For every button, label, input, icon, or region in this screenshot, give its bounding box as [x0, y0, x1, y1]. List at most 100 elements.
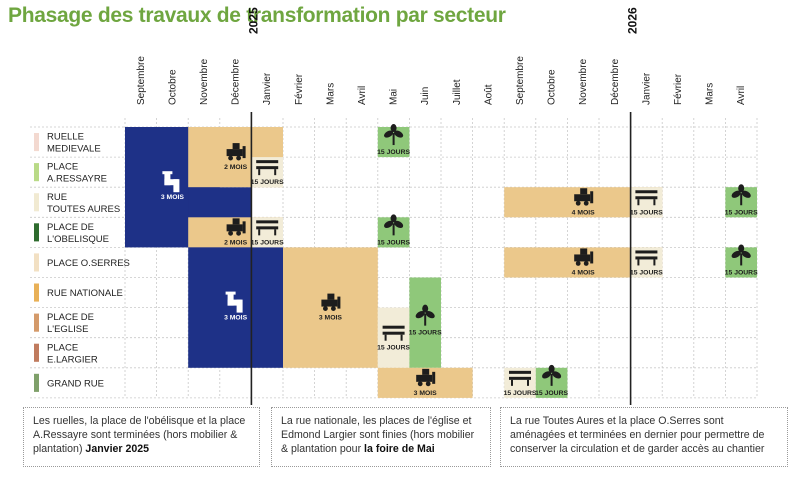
note-phase-2: La rue nationale, les places de l'église… — [271, 407, 491, 467]
month-label: Septembre — [136, 56, 147, 105]
task-plantation: 15 JOURS — [377, 124, 410, 158]
sector-name: RUE NATIONALE — [47, 288, 123, 299]
task-duration-label: 4 MOIS — [572, 209, 596, 216]
task-bar — [283, 247, 378, 368]
page-title: Phasage des travaux de transformation pa… — [8, 4, 506, 27]
bench-icon — [509, 370, 531, 386]
task-duration-label: 15 JOURS — [535, 390, 568, 397]
year-markers: 2025 2026 — [246, 7, 640, 405]
plant-icon — [731, 184, 751, 206]
task-mobilier: 15 JOURS — [377, 307, 410, 368]
sector-name: E.LARGIER — [47, 354, 98, 365]
sector-name: RUELLE — [47, 132, 84, 143]
sector-name: RUE — [47, 192, 67, 203]
task-mobilier: 15 JOURS — [251, 157, 284, 188]
sector-color-swatch — [34, 373, 39, 392]
pipe-icon — [225, 291, 243, 313]
task-plantation: 15 JOURS — [377, 214, 410, 248]
sector-name: PLACE DE — [47, 222, 94, 233]
sector-name: TOUTES AURES — [47, 204, 120, 215]
task-voirie: 3 MOIS — [377, 367, 473, 398]
sector-color-swatch — [34, 193, 39, 212]
sector-name: PLACE — [47, 162, 78, 173]
bulldozer-icon — [574, 188, 594, 206]
task-duration-label: 15 JOURS — [630, 209, 663, 216]
bulldozer-icon — [226, 143, 246, 161]
bulldozer-icon — [321, 293, 341, 311]
plant-icon — [384, 214, 404, 236]
sector-labels: RUELLEMEDIEVALEPLACEA.RESSAYRERUETOUTES … — [34, 132, 130, 392]
task-duration-label: 15 JOURS — [504, 390, 537, 397]
month-label: Mai — [389, 89, 400, 105]
task-duration-label: 15 JOURS — [630, 269, 663, 276]
sector-name: MEDIEVALE — [47, 144, 101, 155]
task-mobilier: 15 JOURS — [630, 187, 663, 218]
note-phase-1: Les ruelles, la place de l'obélisque et … — [23, 407, 260, 467]
plant-icon — [384, 124, 404, 146]
bulldozer-icon — [574, 248, 594, 266]
task-duration-label: 15 JOURS — [725, 209, 758, 216]
task-voirie: 3 MOIS — [283, 247, 378, 368]
task-duration-label: 15 JOURS — [251, 179, 284, 186]
month-labels: Septembre Octobre Novembre Décembre Janvier F… — [136, 56, 747, 105]
sector-name: A.RESSAYRE — [47, 174, 107, 185]
month-label: Novembre — [199, 58, 210, 105]
month-label: Septembre — [515, 56, 526, 105]
task-duration-label: 15 JOURS — [409, 330, 442, 337]
month-label: Avril — [736, 86, 747, 105]
task-bar — [188, 247, 283, 368]
task-duration-label: 15 JOURS — [377, 149, 410, 156]
bench-icon — [635, 250, 658, 266]
task-duration-label: 3 MOIS — [319, 315, 343, 322]
month-label: Novembre — [578, 58, 589, 105]
month-label: Février — [294, 73, 305, 105]
month-label: Juillet — [452, 79, 463, 105]
task-duration-label: 15 JOURS — [251, 239, 284, 246]
month-label: Décembre — [610, 58, 621, 105]
task-duration-label: 3 MOIS — [414, 390, 438, 397]
month-label: Mars — [705, 83, 716, 105]
month-label: Février — [673, 73, 684, 105]
bulldozer-icon — [416, 368, 436, 387]
task-plantation: 15 JOURS — [725, 244, 758, 278]
month-label: Juin — [420, 87, 431, 105]
sector-name: PLACE DE — [47, 312, 94, 323]
bench-icon — [635, 190, 658, 206]
month-label: Décembre — [231, 58, 242, 105]
month-label: Août — [483, 84, 494, 105]
pipe-icon — [162, 171, 180, 193]
month-label: Octobre — [167, 69, 178, 105]
task-duration-label: 2 MOIS — [224, 239, 248, 246]
note-phase-3: La rue Toutes Aures et la place O.Serres… — [500, 407, 788, 467]
year-label: 2026 — [626, 7, 640, 34]
sector-color-swatch — [34, 163, 39, 182]
task-reseaux: 3 MOIS — [188, 247, 283, 368]
task-mobilier: 15 JOURS — [630, 247, 663, 278]
task-duration-label: 2 MOIS — [224, 164, 248, 171]
year-label: 2025 — [246, 7, 260, 34]
task-mobilier: 15 JOURS — [504, 367, 537, 398]
task-bar — [377, 307, 410, 368]
task-mobilier: 15 JOURS — [251, 217, 284, 248]
phasing-gantt-chart: RUELLEMEDIEVALEPLACEA.RESSAYRERUETOUTES … — [30, 7, 758, 405]
task-duration-label: 15 JOURS — [377, 239, 410, 246]
sector-name: L'EGLISE — [47, 324, 88, 335]
sector-name: PLACE — [47, 342, 78, 353]
task-plantation: 15 JOURS — [725, 184, 758, 218]
task-duration-label: 15 JOURS — [377, 345, 410, 352]
task-duration-label: 15 JOURS — [725, 269, 758, 276]
month-label: Avril — [357, 86, 368, 105]
sector-name: GRAND RUE — [47, 378, 104, 389]
sector-color-swatch — [34, 223, 39, 242]
plant-icon — [731, 244, 751, 266]
task-duration-label: 4 MOIS — [572, 269, 596, 276]
bench-icon — [256, 160, 279, 176]
sector-name: L'OBELISQUE — [47, 234, 109, 245]
month-label: Janvier — [262, 72, 273, 105]
sector-color-swatch — [34, 343, 39, 362]
bench-icon — [256, 220, 279, 236]
sector-color-swatch — [34, 253, 39, 272]
task-duration-label: 3 MOIS — [224, 315, 248, 322]
bulldozer-icon — [226, 218, 246, 236]
